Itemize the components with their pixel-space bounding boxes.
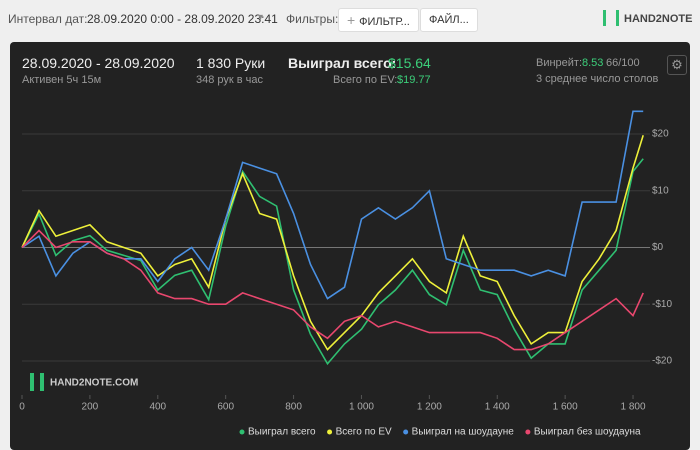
x-tick-label: 1 400 — [485, 402, 510, 413]
legend-marker — [403, 429, 409, 435]
legend-marker — [327, 429, 333, 435]
legend-marker — [525, 429, 531, 435]
legend-label: Всего по EV — [336, 427, 392, 438]
ev-label: Всего по EV: — [333, 74, 398, 86]
winrate-value: 8.53 — [582, 57, 604, 69]
filter-button-text: ФИЛЬТР... — [359, 16, 410, 28]
x-tick-label: 800 — [285, 402, 302, 413]
x-tick-label: 200 — [82, 402, 99, 413]
filter-button[interactable]: + ФИЛЬТР... — [338, 8, 419, 32]
logo-icon — [603, 10, 619, 26]
y-tick-label: $0 — [652, 242, 664, 253]
legend-label: Выиграл без шоудауна — [534, 426, 641, 438]
y-tick-label: -$10 — [652, 299, 672, 310]
logo: HAND2NOTE — [624, 13, 693, 25]
x-tick-label: 1 600 — [553, 402, 578, 413]
filters-label: Фильтры: — [286, 12, 339, 26]
series-line — [21, 158, 644, 366]
winrate-sample: 66/100 — [606, 57, 640, 69]
ev-value: $19.77 — [397, 74, 431, 86]
x-tick-label: 600 — [217, 402, 234, 413]
legend-label: Выиграл на шоудауне — [412, 427, 515, 438]
chart-panel — [10, 42, 690, 450]
x-tick-label: 400 — [149, 402, 166, 413]
interval-value[interactable]: 28.09.2020 0:00 - 28.09.2020 23:41 — [87, 12, 278, 26]
y-tick-label: $20 — [652, 129, 669, 140]
file-button[interactable]: ФАЙЛ... — [420, 8, 478, 32]
y-tick-label: $10 — [652, 185, 669, 196]
watermark: HAND2NOTE.COM — [50, 378, 138, 389]
watermark-icon — [30, 373, 34, 391]
tables: 3 среднее число столов — [536, 73, 659, 85]
won-value: $15.64 — [388, 55, 431, 71]
series-line — [21, 110, 644, 300]
x-tick-label: 1 000 — [349, 402, 374, 413]
x-tick-label: 1 200 — [417, 402, 442, 413]
dates: 28.09.2020 - 28.09.2020 — [22, 55, 175, 71]
interval-label: Интервал дат: — [8, 12, 88, 26]
watermark-icon — [40, 373, 44, 391]
x-tick-label: 0 — [19, 402, 25, 413]
legend-marker — [239, 429, 245, 435]
active: Активен 5ч 15м — [22, 74, 102, 86]
hands: 1 830 Руки — [196, 55, 266, 71]
series-line — [21, 229, 644, 351]
won-label: Выиграл всего: — [288, 55, 397, 71]
winrate-label: Винрейт: — [536, 57, 583, 69]
y-tick-label: -$20 — [652, 356, 672, 367]
legend-label: Выиграл всего — [248, 427, 316, 438]
dropdown-caret[interactable]: ▾ — [258, 12, 264, 23]
series-line — [21, 135, 644, 351]
settings-button[interactable]: ⚙ — [667, 55, 687, 75]
x-tick-label: 1 800 — [621, 402, 646, 413]
hands-per-hour: 348 рук в час — [196, 74, 264, 86]
